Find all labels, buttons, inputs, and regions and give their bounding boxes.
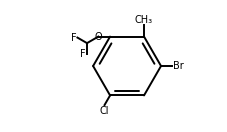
Text: F: F — [70, 33, 76, 43]
Text: F: F — [80, 49, 86, 59]
Text: CH₃: CH₃ — [134, 15, 153, 25]
Text: O: O — [94, 32, 102, 42]
Text: Cl: Cl — [99, 106, 109, 116]
Text: Br: Br — [172, 61, 183, 71]
